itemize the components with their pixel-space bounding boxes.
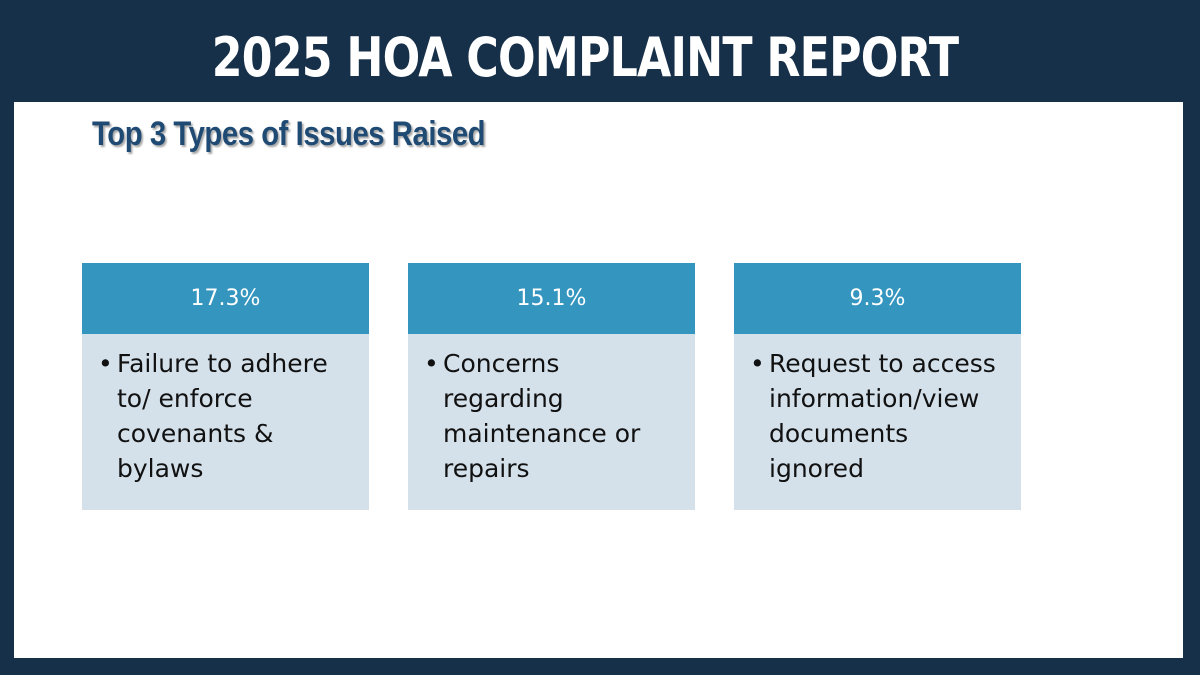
issue-card-body: • Request to access information/view doc… <box>734 334 1021 510</box>
issue-bullet: • Concerns regarding maintenance or repa… <box>424 346 675 486</box>
issue-bullet: • Failure to adhere to/ enforce covenant… <box>98 346 349 486</box>
issue-card-3: 9.3% • Request to access information/vie… <box>734 263 1021 510</box>
issue-bullet: • Request to access information/view doc… <box>750 346 1001 486</box>
bullet-icon: • <box>750 349 765 378</box>
issue-description: Concerns regarding maintenance or repair… <box>443 349 641 483</box>
issue-description: Request to access information/view docum… <box>769 349 996 483</box>
bullet-icon: • <box>98 349 113 378</box>
issue-description: Failure to adhere to/ enforce covenants … <box>117 349 328 483</box>
issue-card-percent: 9.3% <box>734 263 1021 334</box>
issue-card-percent: 15.1% <box>408 263 695 334</box>
issue-card-body: • Failure to adhere to/ enforce covenant… <box>82 334 369 510</box>
report-title: 2025 HOA COMPLAINT REPORT <box>211 26 959 89</box>
issue-card-body: • Concerns regarding maintenance or repa… <box>408 334 695 510</box>
issue-card-1: 17.3% • Failure to adhere to/ enforce co… <box>82 263 369 510</box>
bullet-icon: • <box>424 349 439 378</box>
issue-card-percent: 17.3% <box>82 263 369 334</box>
issue-card-2: 15.1% • Concerns regarding maintenance o… <box>408 263 695 510</box>
section-heading: Top 3 Types of Issues Raised <box>92 115 486 153</box>
slide-panel: Top 3 Types of Issues Raised 17.3% • Fai… <box>14 102 1183 658</box>
